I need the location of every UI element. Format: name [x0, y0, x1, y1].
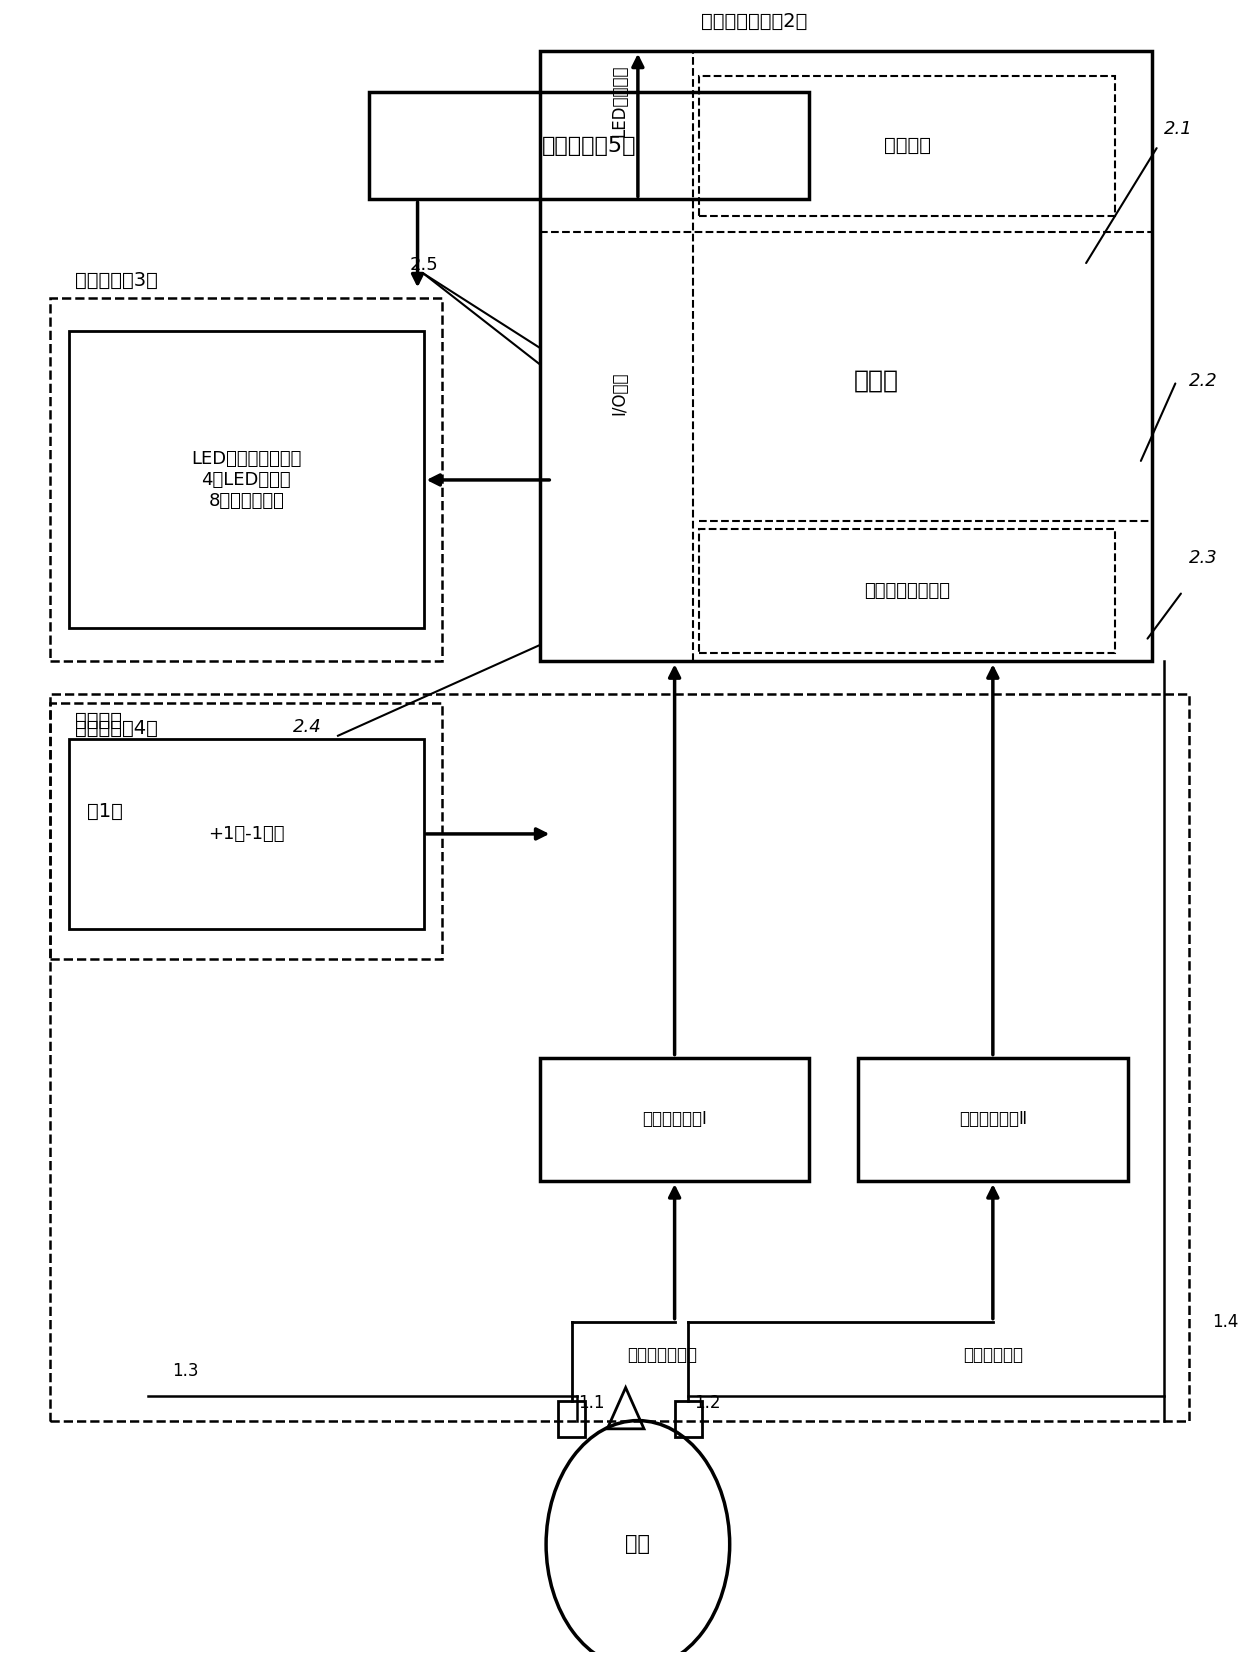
Text: 2.1: 2.1 [1164, 121, 1193, 139]
Bar [558, 1400, 585, 1436]
Text: 1.2: 1.2 [694, 1395, 720, 1412]
Text: +1、-1按键: +1、-1按键 [208, 825, 284, 843]
Text: 1.1: 1.1 [578, 1395, 604, 1412]
Text: 单片机: 单片机 [854, 369, 899, 393]
Text: 脉冲整型单元Ⅰ: 脉冲整型单元Ⅰ [642, 1111, 707, 1129]
Bar [51, 299, 441, 661]
Text: I/O接口: I/O接口 [610, 372, 629, 415]
Text: LED弧形光栅刻度盘
4位LED数码管
8位故障指示灯: LED弧形光栅刻度盘 4位LED数码管 8位故障指示灯 [191, 450, 301, 509]
Text: 高速频率测量单元: 高速频率测量单元 [864, 582, 950, 600]
Text: 输入单元（4）: 输入单元（4） [74, 719, 157, 739]
Bar [51, 694, 1189, 1420]
Bar [68, 739, 424, 929]
Text: 检测单元: 检测单元 [74, 711, 122, 731]
Text: 1.4: 1.4 [1213, 1312, 1239, 1331]
Bar [675, 1400, 702, 1436]
Text: 显示单元（3）: 显示单元（3） [74, 271, 157, 291]
Bar [68, 332, 424, 628]
Text: 2.2: 2.2 [1189, 372, 1218, 390]
Text: 2.5: 2.5 [409, 256, 438, 274]
Bar [539, 51, 1152, 661]
Text: 辅助电源（5）: 辅助电源（5） [542, 136, 636, 155]
Bar [368, 93, 810, 200]
Bar [699, 529, 1115, 653]
Text: 上止点信号测量: 上止点信号测量 [627, 1346, 697, 1364]
Text: 2.4: 2.4 [293, 719, 321, 737]
Text: 通信接口: 通信接口 [884, 136, 931, 155]
Bar [699, 76, 1115, 217]
Bar [858, 1058, 1127, 1182]
Bar [51, 703, 441, 959]
Text: LED显示接口: LED显示接口 [610, 64, 629, 137]
Text: 脉冲整型单元Ⅱ: 脉冲整型单元Ⅱ [959, 1111, 1027, 1129]
Text: 飞轮: 飞轮 [625, 1534, 651, 1554]
Text: 2.3: 2.3 [1189, 549, 1218, 567]
Text: 中央处理单元（2）: 中央处理单元（2） [701, 12, 807, 31]
Text: 瑞时转速测量: 瑞时转速测量 [962, 1346, 1023, 1364]
Bar [539, 1058, 810, 1182]
Text: （1）: （1） [87, 802, 123, 822]
Text: 1.3: 1.3 [172, 1362, 198, 1380]
